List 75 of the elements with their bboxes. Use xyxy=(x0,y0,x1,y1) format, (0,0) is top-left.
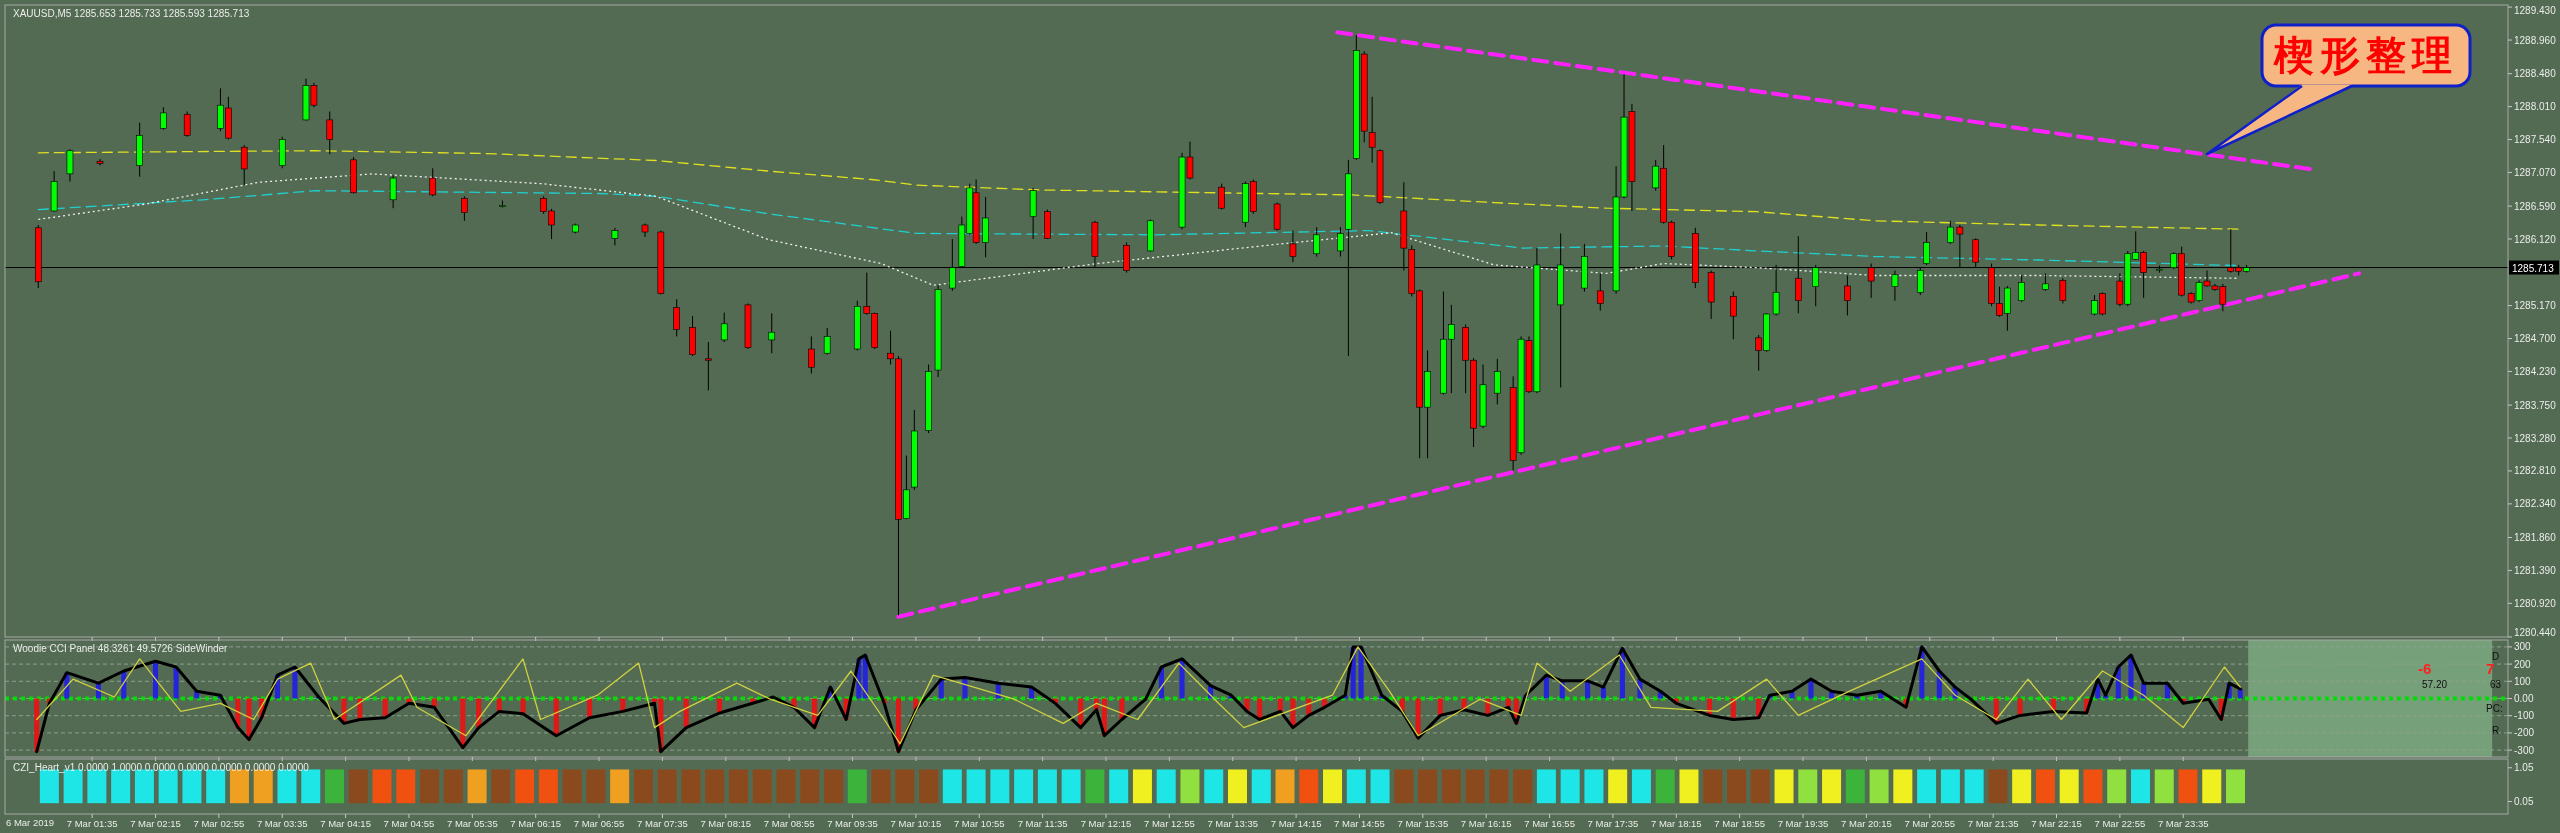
y-tick-label: 100 xyxy=(2514,675,2532,687)
x-tick-label: 7 Mar 19:35 xyxy=(1777,818,1829,829)
y-tick-label: 1284.700 xyxy=(2514,333,2557,345)
y-tick-label: -300 xyxy=(2514,744,2535,756)
x-tick-label: 7 Mar 11:35 xyxy=(1017,818,1068,829)
x-tick-label: 7 Mar 16:15 xyxy=(1460,818,1512,829)
x-tick-label: 7 Mar 04:15 xyxy=(320,818,371,829)
y-tick-label: 1282.810 xyxy=(2514,465,2557,477)
x-tick-label: 7 Mar 01:35 xyxy=(66,818,118,829)
x-tick-label: 7 Mar 08:15 xyxy=(700,818,752,829)
y-tick-label: 1284.230 xyxy=(2514,365,2557,377)
x-tick-label: 7 Mar 12:55 xyxy=(1144,818,1195,829)
y-tick-label: 0.00 xyxy=(2514,693,2534,704)
x-tick-label: 7 Mar 03:35 xyxy=(256,818,308,829)
text: 6 Mar 2019 xyxy=(6,817,55,828)
x-tick-label: 7 Mar 21:35 xyxy=(1967,818,2019,829)
chart-title: XAUUSD,M5 1285.653 1285.733 1285.593 1285.713 xyxy=(13,8,250,19)
x-tick-label: 7 Mar 20:55 xyxy=(1904,818,1956,829)
callout: 楔形整理 xyxy=(2205,23,2472,156)
y-tick-label: 1283.280 xyxy=(2514,432,2557,444)
y-tick-label: 1285.170 xyxy=(2514,300,2557,312)
ref-line-label: 1285.713 xyxy=(2512,262,2555,274)
x-tick-label: 7 Mar 10:15 xyxy=(890,818,942,829)
x-tick-label: 7 Mar 22:55 xyxy=(2094,818,2146,829)
annotation: 楔形整理 xyxy=(2273,33,2458,78)
x-tick-label: 7 Mar 04:55 xyxy=(383,818,435,829)
y-tick-label: 1289.430 xyxy=(2514,5,2557,16)
y-tick-label: -100 xyxy=(2514,710,2535,722)
y-tick-label: 1280.920 xyxy=(2514,597,2557,609)
annotation: 7 xyxy=(2486,660,2495,677)
annotation: 57.20 xyxy=(2422,679,2448,690)
annotation: -6 xyxy=(2418,660,2432,677)
x-tick-label: 7 Mar 20:15 xyxy=(1841,818,1892,829)
y-tick-label: 1283.750 xyxy=(2514,399,2557,411)
x-tick-label: 7 Mar 06:55 xyxy=(573,818,625,829)
y-tick-label: 1.05 xyxy=(2514,762,2534,774)
x-tick-label: 7 Mar 06:15 xyxy=(510,818,562,829)
y-tick-label: 1288.960 xyxy=(2514,34,2557,46)
x-tick-label: 7 Mar 18:15 xyxy=(1650,818,1702,829)
y-tick-label: 0.05 xyxy=(2514,796,2534,808)
x-tick-label: 7 Mar 23:35 xyxy=(2157,818,2209,829)
x-tick-label: 7 Mar 02:55 xyxy=(193,818,245,829)
y-tick-label: 1288.010 xyxy=(2514,101,2557,113)
x-tick-label: 7 Mar 22:15 xyxy=(2031,818,2082,829)
y-tick-label: 1287.070 xyxy=(2514,166,2557,178)
x-tick-label: 7 Mar 15:35 xyxy=(1397,818,1449,829)
y-tick-label: 1281.390 xyxy=(2514,564,2557,576)
x-tick-label: 7 Mar 14:55 xyxy=(1334,818,1385,829)
x-tick-label: 7 Mar 05:35 xyxy=(446,818,498,829)
y-tick-label: 1282.340 xyxy=(2514,498,2557,510)
y-tick-label: 1281.860 xyxy=(2514,532,2557,544)
x-tick-label: 7 Mar 16:55 xyxy=(1524,818,1575,829)
y-tick-label: 1286.120 xyxy=(2514,233,2557,245)
y-tick-label: 300 xyxy=(2514,641,2532,653)
y-tick-label: 1280.440 xyxy=(2514,627,2557,638)
x-tick-label: 7 Mar 07:35 xyxy=(637,818,688,829)
x-tick-label: 7 Mar 13:35 xyxy=(1207,818,1259,829)
y-tick-label: 1287.540 xyxy=(2514,134,2557,146)
x-tick-label: 7 Mar 08:55 xyxy=(763,818,815,829)
x-tick-label: 7 Mar 10:55 xyxy=(953,818,1005,829)
annotation: 63 xyxy=(2490,679,2502,690)
annotation: D xyxy=(2492,651,2500,662)
x-tick-label: 7 Mar 14:15 xyxy=(1270,818,1322,829)
x-tick-label: 7 Mar 09:35 xyxy=(827,818,878,829)
y-tick-label: 1288.480 xyxy=(2514,68,2557,80)
y-tick-label: -200 xyxy=(2514,727,2535,739)
annotation: PC: xyxy=(2486,703,2503,714)
x-tick-label: 7 Mar 17:35 xyxy=(1587,818,1639,829)
x-tick-label: 7 Mar 18:55 xyxy=(1714,818,1766,829)
x-tick-label: 7 Mar 02:15 xyxy=(130,818,181,829)
x-tick-label: 7 Mar 12:15 xyxy=(1080,818,1132,829)
chart-title: Woodie CCI Panel 48.3261 49.5726 SideWinder xyxy=(13,643,229,654)
y-tick-label: 200 xyxy=(2514,658,2532,670)
annotation: R xyxy=(2492,725,2500,736)
y-tick-label: 1286.590 xyxy=(2514,200,2557,212)
